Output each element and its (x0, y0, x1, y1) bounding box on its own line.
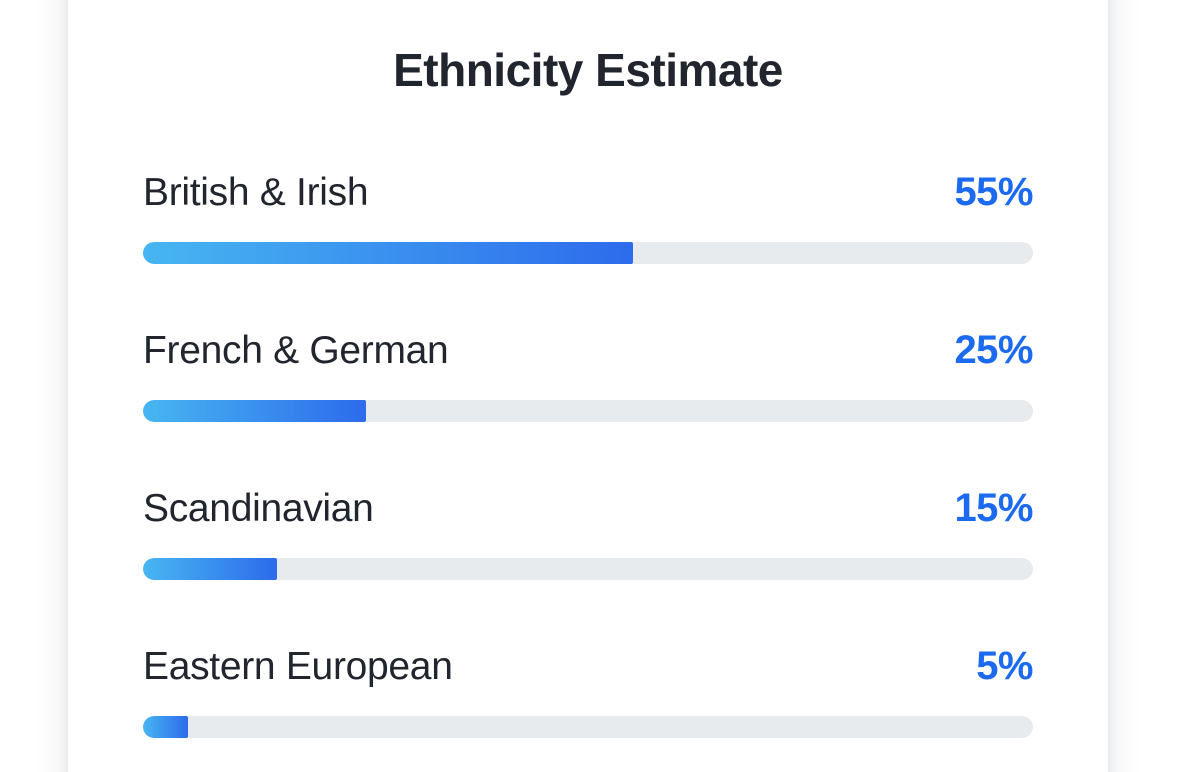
row-header: Eastern European 5% (143, 642, 1033, 691)
ethnicity-label: Scandinavian (143, 487, 374, 530)
row-header: British & Irish 55% (143, 168, 1033, 217)
progress-track (143, 558, 1033, 580)
row-header: French & German 25% (143, 326, 1033, 375)
ethnicity-row-french-german: French & German 25% (143, 326, 1033, 422)
progress-track (143, 400, 1033, 422)
ethnicity-label: French & German (143, 329, 449, 372)
ethnicity-label: British & Irish (143, 171, 369, 214)
progress-track (143, 716, 1033, 738)
ethnicity-percent: 5% (976, 644, 1033, 688)
ethnicity-row-scandinavian: Scandinavian 15% (143, 484, 1033, 580)
ethnicity-row-eastern-european: Eastern European 5% (143, 642, 1033, 738)
ethnicity-percent: 15% (954, 486, 1033, 530)
ethnicity-estimate-card: Ethnicity Estimate British & Irish 55% F… (68, 0, 1108, 772)
progress-fill (143, 400, 366, 422)
ethnicity-label: Eastern European (143, 645, 453, 688)
progress-track (143, 242, 1033, 264)
progress-fill (143, 242, 633, 264)
row-header: Scandinavian 15% (143, 484, 1033, 533)
progress-fill (143, 558, 277, 580)
card-title: Ethnicity Estimate (393, 44, 783, 96)
ethnicity-row-british-irish: British & Irish 55% (143, 168, 1033, 264)
ethnicity-percent: 25% (954, 328, 1033, 372)
ethnicity-percent: 55% (954, 170, 1033, 214)
progress-fill (143, 716, 188, 738)
